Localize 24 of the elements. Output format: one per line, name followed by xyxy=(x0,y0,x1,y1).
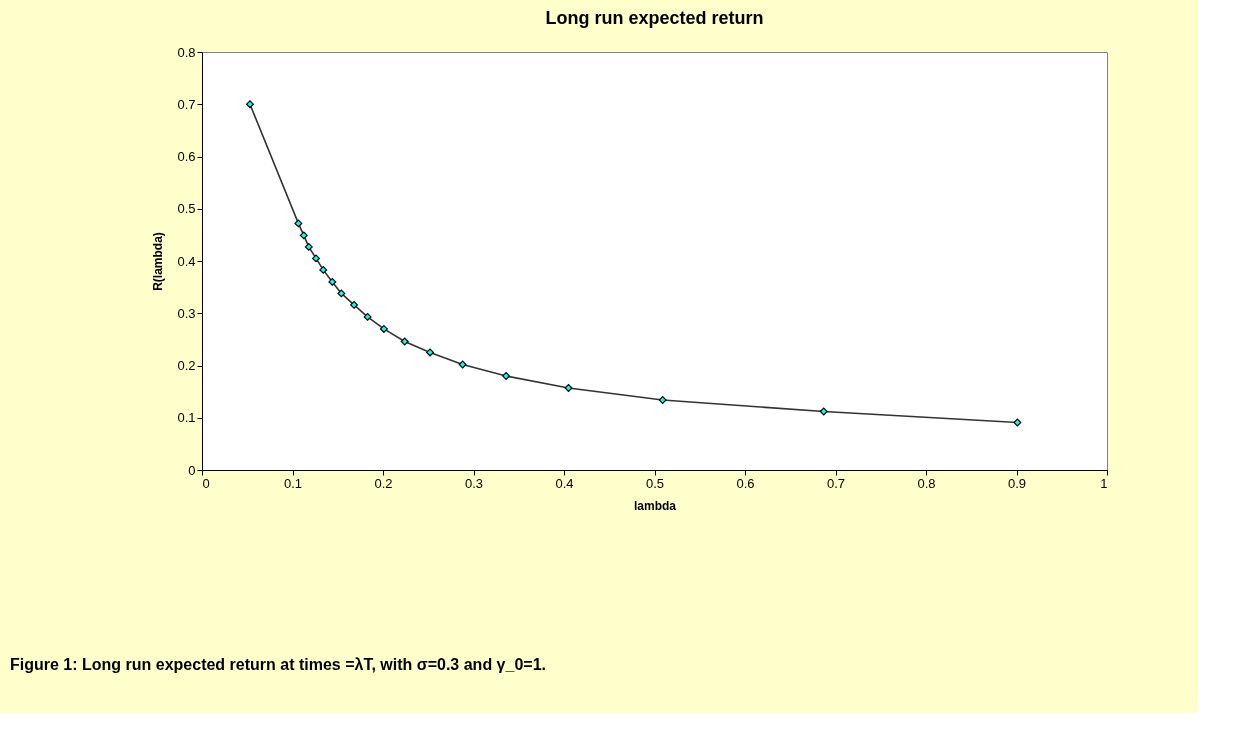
chart-title: Long run expected return xyxy=(545,8,764,28)
x-tick-label: 0.3 xyxy=(464,475,484,491)
y-tick-label: 0.6 xyxy=(177,149,196,164)
y-tick-label: 0.7 xyxy=(177,96,196,112)
x-axis-title: lambda xyxy=(633,498,677,513)
x-tick-label: 0.9 xyxy=(1007,475,1027,491)
x-tick-label: 0.7 xyxy=(826,475,846,491)
y-tick-label: 0.5 xyxy=(177,201,196,217)
caption: Figure 1: Long run expected return at times =λT, with σ=0.3 and γ_0=1. xyxy=(10,656,546,673)
x-tick-label: 0.1 xyxy=(283,475,303,491)
y-tick-label: 0.1 xyxy=(177,410,196,426)
y-tick-label: 0.8 xyxy=(177,44,196,60)
x-tick-label: 0.2 xyxy=(374,475,393,491)
y-tick-label: 0 xyxy=(188,462,196,478)
x-tick-label: 0.8 xyxy=(917,475,936,491)
y-tick-label: 0.4 xyxy=(177,253,196,269)
x-tick-label: 0.6 xyxy=(736,475,755,491)
y-axis-title: R(lambda) xyxy=(151,232,166,291)
x-tick-label: 0 xyxy=(202,475,210,491)
x-tick-label: 1 xyxy=(1100,475,1108,491)
x-tick-label: 0.4 xyxy=(555,475,574,491)
x-tick-label: 0.5 xyxy=(645,475,665,491)
y-tick-label: 0.3 xyxy=(177,305,196,321)
y-tick-label: 0.2 xyxy=(177,358,196,373)
